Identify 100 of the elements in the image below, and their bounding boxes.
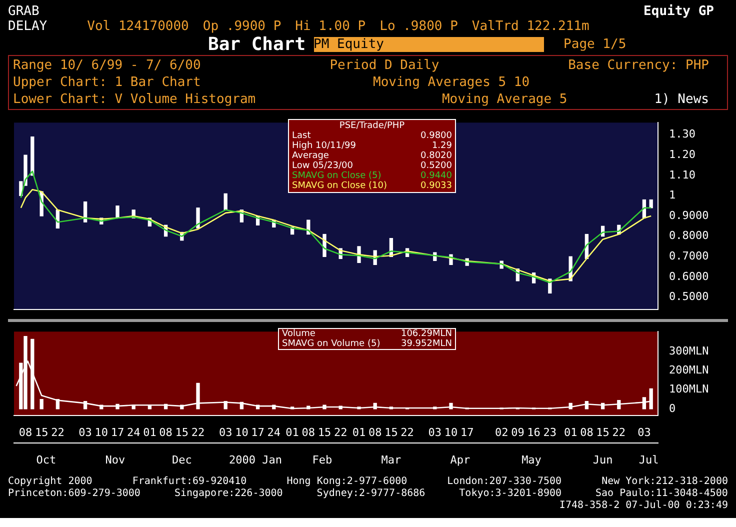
text: ValTrd 122.211m [472, 19, 590, 34]
x-tick-label: 22 [612, 426, 626, 440]
x-tick-label: 10 [444, 426, 458, 440]
text: New York:212-318-2000 [602, 476, 728, 488]
x-tick-label: 08 [302, 426, 316, 440]
x-tick-label: 15 [596, 426, 610, 440]
text: Equity GP [644, 4, 714, 19]
y-tick-label: 200MLN [669, 364, 709, 377]
annotation: SMAVG on Close (5) [292, 171, 382, 181]
y-tick-label: 0.6000 [669, 270, 709, 283]
y-tick-label: 0.8000 [669, 229, 709, 242]
text: Upper Chart: 1 Bar Chart [13, 75, 201, 90]
x-tick-label: 22 [51, 426, 64, 440]
x2-tick-label: Jun [592, 453, 613, 466]
x-tick-label: 15 [318, 426, 332, 440]
text: Singapore:226-3000 [174, 488, 283, 500]
annotation: Volume [282, 329, 316, 339]
text: Moving Averages 5 10 [373, 74, 530, 91]
x-tick-label: 17 [110, 426, 124, 440]
text: Vol 124170000 [87, 19, 189, 34]
x-tick-label: 03 [428, 426, 442, 440]
annotation: PSE/Trade/PHP [338, 121, 406, 131]
x2-tick-label: Mar [381, 453, 402, 466]
y-tick-label: 0.5000 [669, 290, 709, 304]
annotation: 0.9440 [420, 171, 452, 181]
text: Hi 1.00 P [295, 19, 366, 34]
text: GRAB [8, 4, 40, 19]
x-tick-label: 15 [34, 426, 48, 440]
x2-tick-label: Feb [312, 453, 332, 466]
x-tick-label: 10 [94, 426, 108, 440]
text: Op .9900 P [202, 19, 282, 34]
annotation: 0.9033 [420, 181, 452, 191]
text: Princeton:609-279-3000 [8, 488, 140, 500]
y-tick-label: 0.7000 [669, 249, 709, 262]
bar [224, 193, 228, 210]
x-tick-label: 01 [352, 426, 366, 440]
x-tick-label: 24 [267, 426, 281, 440]
text: Copyright 2000 [8, 476, 92, 488]
y-tick-label: 1.10 [669, 168, 696, 182]
x2-tick-label: Jul [638, 453, 659, 466]
text: Sydney:2-9777-8686 [316, 488, 426, 500]
text: Sao Paulo:11-3048-4500 [596, 488, 728, 500]
x-tick-label: 15 [175, 426, 189, 440]
annotation: 0.5200 [420, 161, 452, 171]
annotation: 0.9800 [420, 131, 452, 141]
bar [40, 399, 44, 410]
y-tick-label: 1.30 [669, 128, 696, 141]
annotation: Low 05/23/00 [292, 161, 354, 171]
x-tick-label: 09 [511, 426, 524, 440]
y-tick-label: 1 [669, 188, 676, 202]
text: DELAY [8, 19, 48, 34]
x2-tick-label: Oct [36, 453, 56, 466]
text: Moving Average 5 [442, 91, 568, 108]
text: Range 10/ 6/99 - 7/ 6/00 [13, 57, 201, 74]
text: Period D Daily [330, 57, 440, 74]
text: Frankfurt:69-920410 [132, 476, 247, 488]
y-tick-label: 300MLN [669, 344, 709, 358]
x-tick-label: 15 [384, 426, 398, 440]
x-tick-label: 24 [126, 426, 141, 440]
x-tick-label: 08 [368, 426, 382, 440]
x-tick-label: 02 [494, 426, 508, 440]
y-tick-label: 0 [669, 402, 676, 415]
x-tick-label: 17 [460, 426, 474, 440]
x-tick-label: 23 [543, 426, 557, 440]
bar [116, 206, 120, 218]
chart-title: Bar Chart [208, 34, 306, 55]
annotation: 39.952MLN [400, 339, 452, 349]
x-tick-label: 08 [18, 426, 32, 440]
y-tick-label: 0.9000 [669, 208, 709, 222]
x2-tick-label: Dec [172, 453, 192, 466]
annotation: 0.8020 [420, 151, 452, 161]
x-tick-label: 01 [564, 426, 578, 440]
x-tick-label: 22 [400, 426, 414, 440]
x-tick-label: 01 [143, 426, 156, 440]
x-tick-label: 03 [78, 426, 92, 440]
x-tick-label: 22 [334, 426, 348, 440]
x-tick-label: 17 [251, 426, 264, 440]
text: London:207-330-7500 [447, 476, 562, 488]
x2-tick-label: Apr [450, 453, 471, 466]
annotation: SMAVG on Volume (5) [282, 339, 380, 349]
x-tick-label: 08 [580, 426, 594, 440]
y-tick-label: 1.20 [669, 148, 696, 161]
text: Base Currency: PHP [568, 57, 709, 74]
x-tick-label: 01 [286, 426, 299, 440]
x2-tick-label: Nov [105, 453, 126, 466]
annotation: 1.29 [432, 141, 452, 151]
y-tick-label: 100MLN [669, 382, 709, 396]
text: Lo .9800 P [380, 19, 458, 34]
text: I748-358-2 07-Jul-00 0:23:49 [558, 500, 728, 512]
annotation: SMAVG on Close (10) [292, 181, 387, 191]
annotation: Average [292, 151, 329, 161]
x-tick-label: 03 [638, 426, 651, 440]
annotation: 106.29MLN [400, 329, 452, 339]
x2-tick-label: 2000 Jan [229, 453, 282, 466]
x-tick-label: 16 [527, 426, 540, 440]
text: Lower Chart: V Volume Histogram [13, 92, 256, 107]
x2-tick-label: May [522, 453, 542, 466]
text: Tokyo:3-3201-8900 [459, 488, 562, 500]
text: Page 1/5 [564, 37, 626, 52]
x-tick-label: 08 [159, 426, 172, 440]
